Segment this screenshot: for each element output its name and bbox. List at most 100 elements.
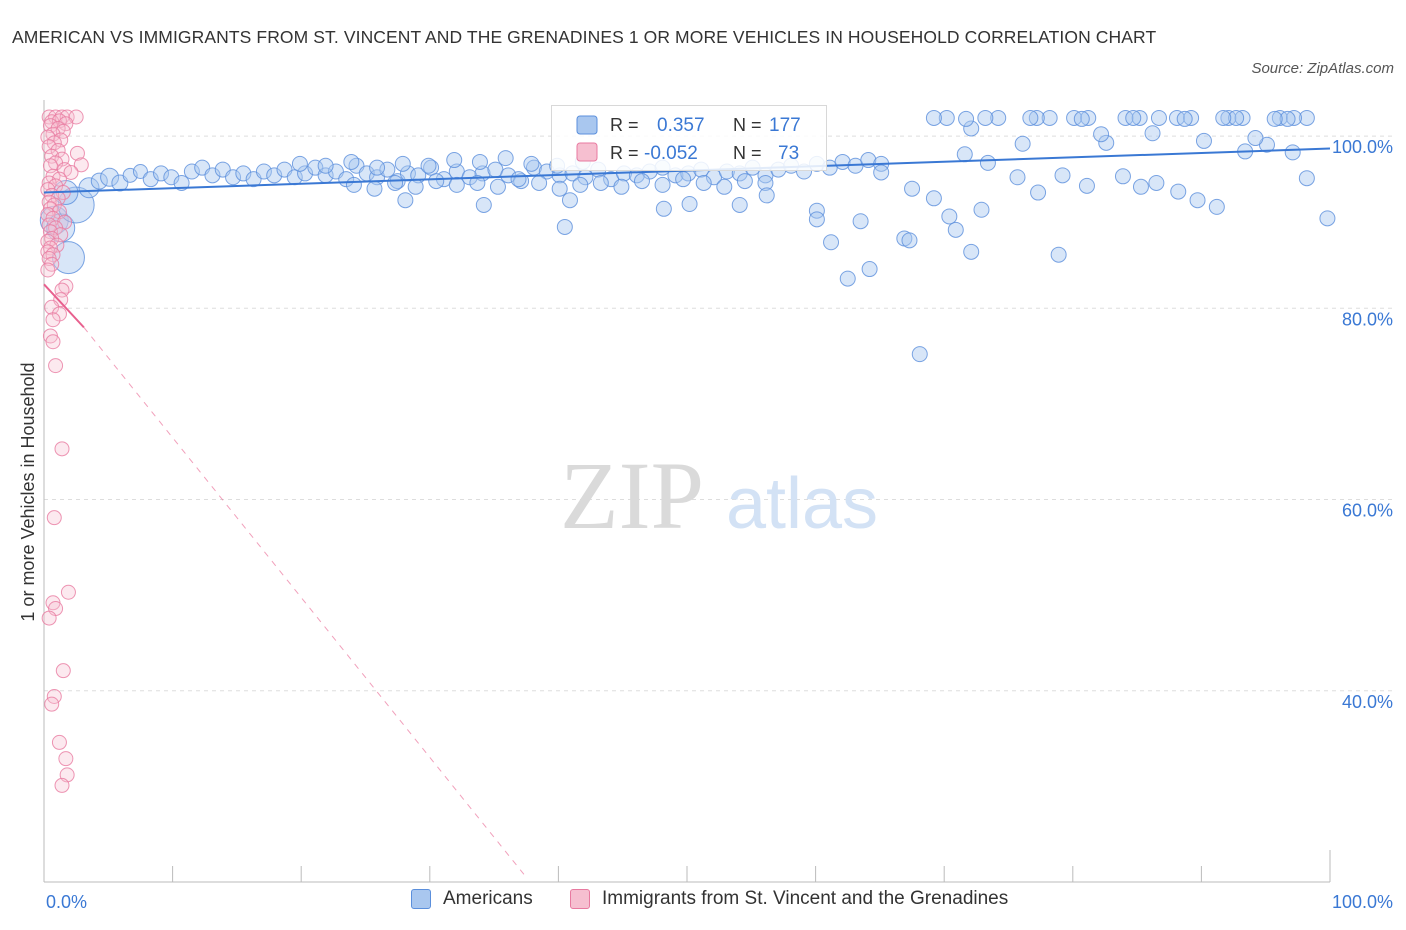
americans-point [979,154,996,171]
americans-point [90,172,108,190]
y-tick-label: 40.0% [1342,692,1393,712]
americans-point [448,176,465,193]
americans-point [1022,109,1039,126]
americans-point [446,152,463,169]
americans-point [1030,184,1047,201]
legend-item-immigrants[interactable]: Immigrants from St. Vincent and the Gren… [570,888,1008,910]
americans-point [397,192,414,209]
x-tick-label: 100.0% [1332,892,1393,912]
americans-point [675,171,692,188]
americans-point [510,171,527,188]
americans-point [420,157,437,174]
americans-point [1098,134,1115,151]
immigrants-point [46,510,62,526]
immigrants-point [69,145,85,161]
americans-point [808,202,825,219]
americans-point [633,173,650,190]
americans-point [973,201,990,218]
americans-point [235,165,252,182]
americans-point [963,243,980,260]
americans-point [938,109,955,126]
americans-point [204,167,221,184]
americans-point [366,180,383,197]
immigrants-point [55,663,71,679]
immigrants-point [51,734,67,750]
americans-point [1183,109,1200,126]
americans-point [941,208,958,225]
trend-extension-immigrants [83,327,527,878]
legend-swatch-immigrants-bottom [570,889,590,909]
americans-point [1144,125,1161,142]
americans-point [345,176,362,193]
americans-point [808,211,825,228]
americans-point [428,173,445,190]
americans-point [100,167,120,187]
americans-point [489,178,506,195]
americans-point [1054,167,1071,184]
y-tick-labels: 100.0% 80.0% 60.0% 40.0% [1332,137,1393,712]
americans-point [1050,246,1067,263]
americans-point [1266,110,1283,127]
legend-swatch-americans [576,115,598,135]
americans-point [1073,110,1090,127]
americans-point [1148,174,1165,191]
americans-point [839,270,856,287]
americans-point [592,174,609,191]
chart-title: AMERICAN VS IMMIGRANTS FROM ST. VINCENT … [12,27,1157,47]
americans-point [469,174,486,191]
grid-lines [44,135,1393,692]
americans-point [757,174,774,191]
americans-point [1228,109,1245,126]
americans-point [1170,183,1187,200]
americans-point [731,196,748,213]
americans-point [1014,135,1031,152]
americans-point [1125,109,1142,126]
immigrants-point [58,751,74,767]
americans-point [225,169,242,186]
legend-r-label-immigrants: R = [610,143,639,163]
americans-point [1041,109,1058,126]
americans-point [343,153,360,170]
americans-point [1319,210,1336,227]
americans-point [1132,178,1149,195]
immigrants-point [63,164,79,180]
legend-n-value-americans: 177 [769,115,801,136]
americans-point [1215,109,1232,126]
americans-point [551,180,568,197]
americans-point [852,213,869,230]
immigrants-point [54,441,70,457]
x-tick-labels: 0.0% 100.0% [46,892,1393,912]
americans-point [963,120,980,137]
americans-point [1093,126,1110,143]
americans-point [163,169,180,186]
americans-point [904,180,921,197]
americans-point [1285,109,1302,126]
y-tick-label: 80.0% [1342,309,1393,329]
americans-point [1176,110,1193,127]
americans-point [977,109,994,126]
americans-point [716,178,733,195]
legend-item-americans[interactable]: Americans [411,888,533,910]
americans-point [1298,170,1315,187]
americans-point [1150,109,1167,126]
americans-point [183,163,200,180]
americans-point [958,110,975,127]
immigrants-point [54,777,70,793]
series-immigrants [40,109,89,793]
americans-point [1189,192,1206,209]
legend-n-value-immigrants: 73 [778,143,799,164]
watermark-atlas: atlas [726,464,878,544]
americans-point [861,261,878,278]
americans-point [1114,168,1131,185]
series-legend: Americans Immigrants from St. Vincent an… [0,888,1406,916]
immigrants-point [73,157,89,173]
americans-point [1247,130,1264,147]
legend-r-value-immigrants: -0.052 [644,143,698,164]
americans-point [1234,109,1251,126]
americans-point [1131,109,1148,126]
americans-point [255,163,272,180]
americans-point [572,176,589,193]
immigrants-point [40,262,56,278]
americans-point [736,173,753,190]
americans-point [497,150,514,167]
